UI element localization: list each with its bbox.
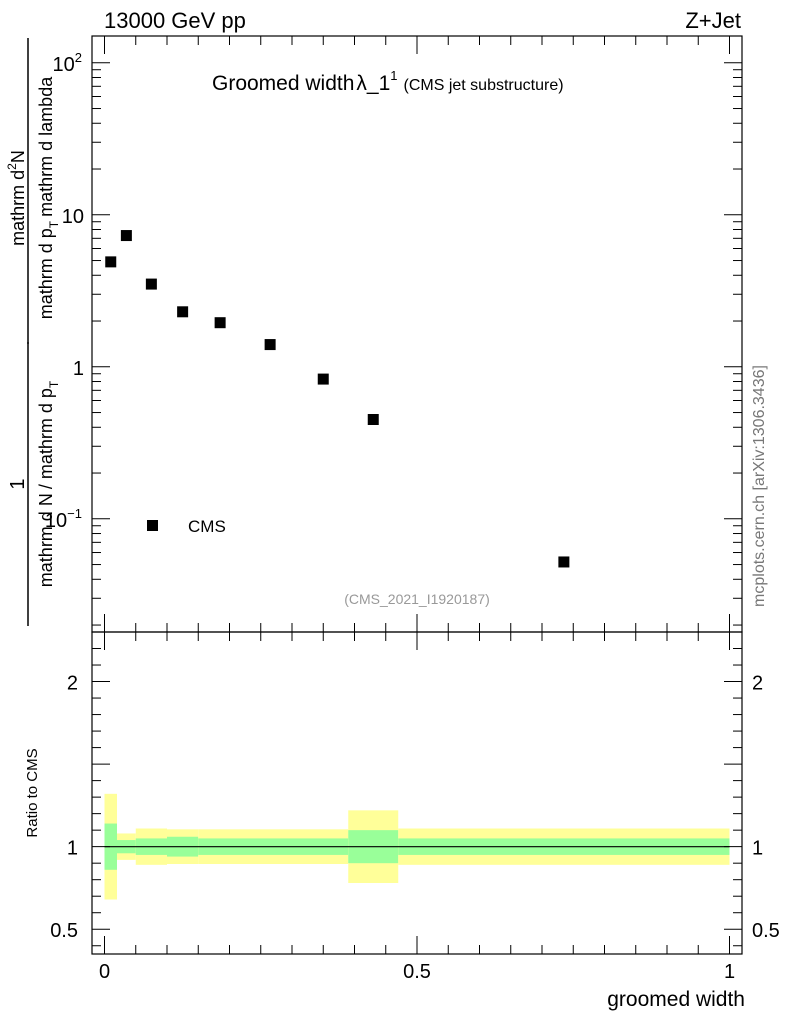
legend-label: CMS [188, 517, 226, 536]
ylabel-prefix-denominator: mathrm d N / mathrm d pT [36, 380, 61, 587]
title-symbol: λ_1 [356, 72, 390, 95]
title-main: Groomed width [212, 72, 354, 95]
top-ytick-label-1: 1 [73, 358, 84, 380]
ratio-frame [91, 631, 743, 955]
ratio-ytick-label-right-1: 1 [752, 838, 763, 860]
ylabel-num-1: mathrm d [8, 170, 28, 246]
ratio-xtick-label-1: 0.5 [403, 961, 431, 983]
top-ytick-label-0: 10−1 [45, 506, 82, 532]
ylabel-den-sub: T [47, 220, 61, 228]
title-note: (CMS jet substructure) [404, 77, 564, 94]
data-point-0 [105, 256, 117, 268]
x-axis-label: groomed width [607, 988, 745, 1011]
data-point-5 [264, 339, 276, 351]
top-ytick-label-2: 10 [62, 206, 84, 228]
energy-label: 13000 GeV pp [104, 8, 246, 33]
plot-title: Groomed widthλ_11 (CMS jet substructure) [212, 68, 564, 95]
tick-base: 10 [53, 54, 75, 76]
top-ytick-label-3: 102 [53, 50, 82, 76]
y-axis-label: 1 mathrm d N/ mathrm d pT mathrm d2N mat… [5, 38, 61, 626]
ylabel-prefix: 1 [7, 478, 29, 489]
tick-exp: 2 [75, 50, 82, 65]
ylabel-prefix-den-1: mathrm d N [36, 493, 56, 587]
ratio-ytick-label-left-2: 2 [67, 673, 78, 695]
ratio-ytick-label-right-0: 0.5 [752, 920, 780, 942]
ratio-ytick-label-left-0: 0.5 [50, 920, 78, 942]
legend-marker [147, 520, 158, 531]
data-point-7 [367, 414, 379, 426]
ratio-ytick-label-right-2: 2 [752, 673, 763, 695]
ylabel-den-2: mathrm d lambda [36, 76, 56, 217]
ratio-y-label: Ratio to CMS [24, 748, 41, 837]
ratio-ytick-label-left-1: 1 [67, 838, 78, 860]
title-sup: 1 [390, 68, 397, 83]
ylabel-num-2: N [8, 150, 28, 163]
ylabel-prefix-den-2: / mathrm d p [36, 388, 56, 489]
ylabel-den-1: mathrm d p [36, 228, 56, 319]
data-points [105, 230, 570, 568]
side-source-label: mcplots.cern.ch [arXiv:1306.3436] [751, 365, 768, 607]
data-point-3 [177, 306, 189, 318]
top-frame [91, 35, 743, 633]
data-point-4 [214, 317, 226, 329]
data-point-8 [558, 556, 570, 568]
data-point-6 [317, 373, 329, 385]
tick-base: 10 [45, 510, 67, 532]
analysis-watermark: (CMS_2021_I1920187) [344, 591, 490, 607]
ratio-xtick-label-0: 0 [99, 961, 110, 983]
ylabel-numerator: mathrm d2N [5, 150, 28, 246]
data-point-2 [145, 278, 157, 290]
ylabel-num-sup: 2 [5, 163, 19, 170]
ratio-xtick-label-2: 1 [724, 961, 735, 983]
tick-exp: −1 [67, 506, 82, 521]
ratio-axis-ticks: 0 0.5 1 0.5 0.5 1 1 2 2 [50, 632, 780, 983]
ylabel-prefix-den-sub: T [47, 380, 61, 388]
ylabel-denominator: mathrm d pTmathrm d lambda [36, 76, 61, 319]
data-point-1 [120, 230, 132, 242]
process-label: Z+Jet [685, 8, 741, 33]
